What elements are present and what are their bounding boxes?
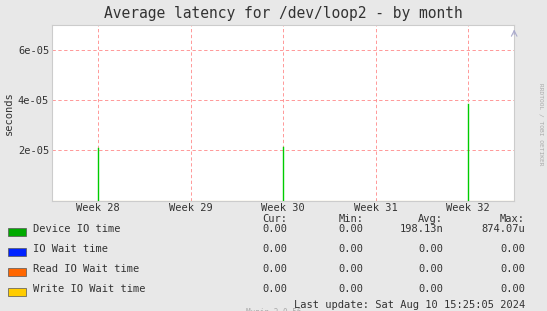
Text: Read IO Wait time: Read IO Wait time [33, 264, 139, 274]
FancyBboxPatch shape [8, 248, 26, 256]
Text: 0.00: 0.00 [262, 244, 287, 254]
Text: Last update: Sat Aug 10 15:25:05 2024: Last update: Sat Aug 10 15:25:05 2024 [294, 300, 525, 310]
Text: Max:: Max: [500, 214, 525, 224]
Text: 0.00: 0.00 [339, 284, 364, 294]
Text: 874.07u: 874.07u [481, 224, 525, 234]
Text: 0.00: 0.00 [500, 244, 525, 254]
Text: Avg:: Avg: [418, 214, 443, 224]
Text: Device IO time: Device IO time [33, 224, 120, 234]
Text: Min:: Min: [339, 214, 364, 224]
Text: 0.00: 0.00 [418, 284, 443, 294]
Text: 0.00: 0.00 [262, 264, 287, 274]
Text: 0.00: 0.00 [262, 284, 287, 294]
FancyBboxPatch shape [8, 229, 26, 236]
FancyBboxPatch shape [8, 268, 26, 276]
Text: 0.00: 0.00 [339, 264, 364, 274]
Text: Munin 2.0.56: Munin 2.0.56 [246, 308, 301, 311]
Text: 0.00: 0.00 [339, 244, 364, 254]
Text: Cur:: Cur: [262, 214, 287, 224]
Text: Write IO Wait time: Write IO Wait time [33, 284, 146, 294]
Title: Average latency for /dev/loop2 - by month: Average latency for /dev/loop2 - by mont… [104, 6, 462, 21]
Text: 0.00: 0.00 [339, 224, 364, 234]
Text: IO Wait time: IO Wait time [33, 244, 108, 254]
Y-axis label: seconds: seconds [4, 91, 14, 135]
Text: 0.00: 0.00 [418, 244, 443, 254]
Text: RRDTOOL / TOBI OETIKER: RRDTOOL / TOBI OETIKER [538, 83, 543, 166]
FancyBboxPatch shape [8, 288, 26, 295]
Text: 0.00: 0.00 [500, 284, 525, 294]
Text: 0.00: 0.00 [262, 224, 287, 234]
Text: 0.00: 0.00 [418, 264, 443, 274]
Text: 198.13n: 198.13n [399, 224, 443, 234]
Text: 0.00: 0.00 [500, 264, 525, 274]
